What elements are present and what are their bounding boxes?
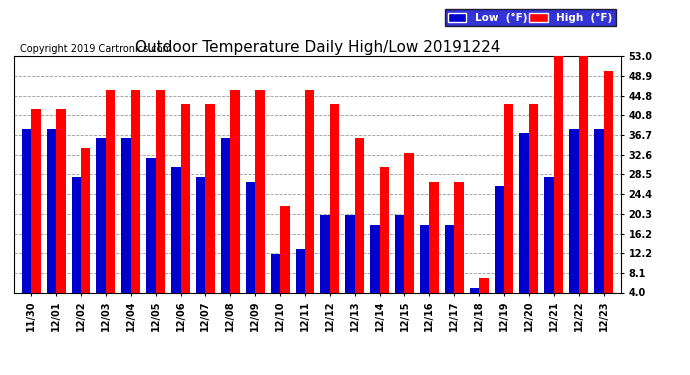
Bar xyxy=(404,153,414,292)
Bar xyxy=(196,177,206,292)
Bar xyxy=(305,90,315,292)
Bar xyxy=(295,249,305,292)
Bar xyxy=(395,215,404,292)
Bar xyxy=(146,158,156,292)
Bar xyxy=(280,206,290,292)
Bar xyxy=(569,129,579,292)
Bar xyxy=(355,138,364,292)
Legend: Low  (°F), High  (°F): Low (°F), High (°F) xyxy=(444,9,615,26)
Bar xyxy=(594,129,604,292)
Bar xyxy=(181,105,190,292)
Bar xyxy=(131,90,140,292)
Bar xyxy=(495,186,504,292)
Bar xyxy=(47,129,56,292)
Bar xyxy=(171,167,181,292)
Bar xyxy=(454,182,464,292)
Bar xyxy=(429,182,439,292)
Bar xyxy=(529,105,538,292)
Bar xyxy=(246,182,255,292)
Bar xyxy=(479,278,489,292)
Bar xyxy=(420,225,429,292)
Bar xyxy=(206,105,215,292)
Bar xyxy=(121,138,131,292)
Bar xyxy=(504,105,513,292)
Bar xyxy=(97,138,106,292)
Bar xyxy=(544,177,554,292)
Bar xyxy=(106,90,115,292)
Bar xyxy=(31,109,41,292)
Text: Copyright 2019 Cartronics.com: Copyright 2019 Cartronics.com xyxy=(20,44,172,54)
Bar xyxy=(445,225,454,292)
Bar xyxy=(370,225,380,292)
Bar xyxy=(255,90,265,292)
Bar xyxy=(156,90,165,292)
Bar xyxy=(579,56,588,292)
Bar xyxy=(270,254,280,292)
Bar xyxy=(520,134,529,292)
Bar xyxy=(330,105,339,292)
Bar xyxy=(345,215,355,292)
Bar xyxy=(320,215,330,292)
Bar xyxy=(22,129,31,292)
Bar xyxy=(81,148,90,292)
Bar xyxy=(380,167,389,292)
Bar xyxy=(554,56,563,292)
Bar xyxy=(221,138,230,292)
Bar xyxy=(230,90,239,292)
Bar xyxy=(72,177,81,292)
Bar xyxy=(56,109,66,292)
Bar xyxy=(604,71,613,292)
Bar xyxy=(470,288,479,292)
Title: Outdoor Temperature Daily High/Low 20191224: Outdoor Temperature Daily High/Low 20191… xyxy=(135,40,500,55)
